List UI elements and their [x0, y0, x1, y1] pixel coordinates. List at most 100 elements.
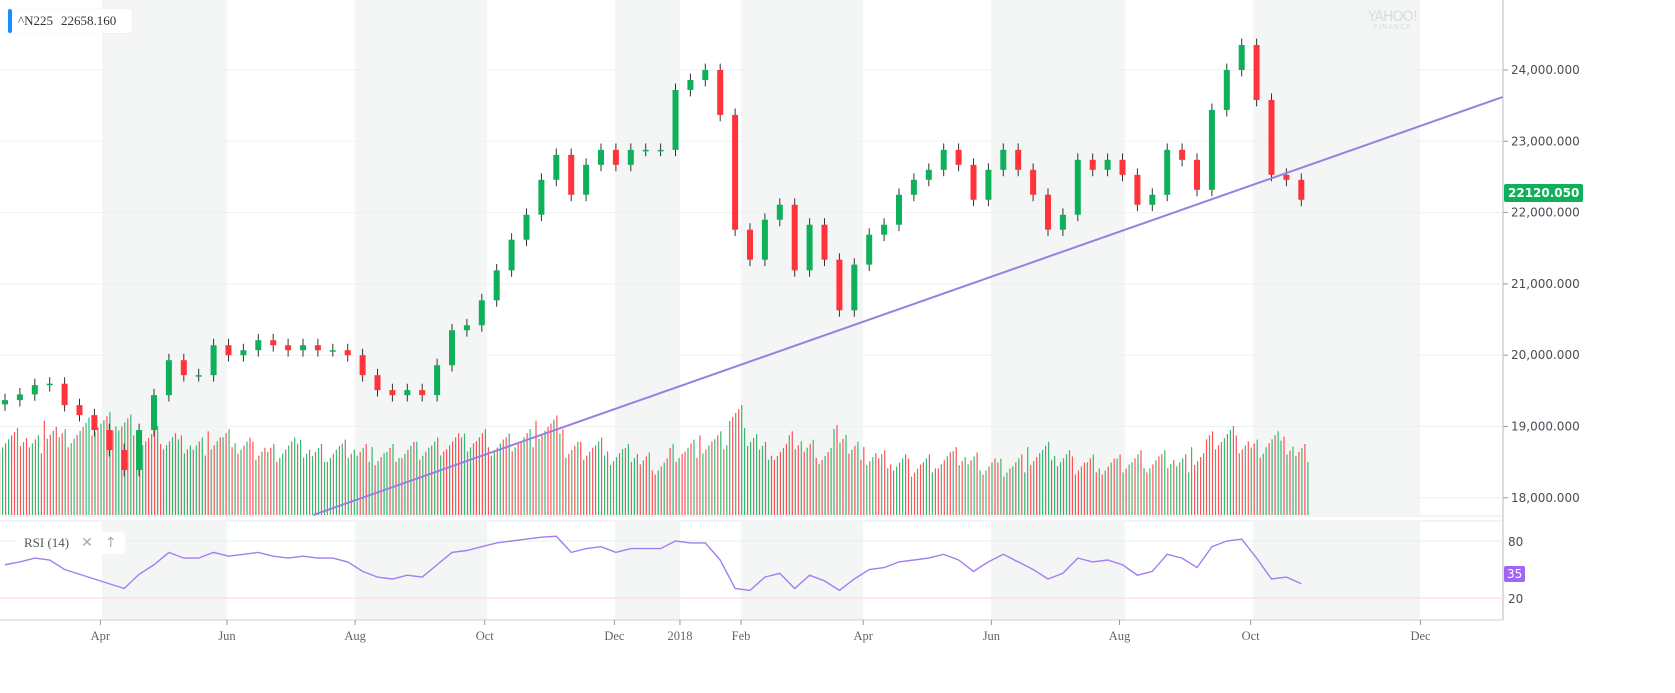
candle-body	[1208, 109, 1215, 190]
volume-bar	[243, 445, 245, 515]
volume-bar	[699, 435, 701, 515]
volume-bar	[43, 420, 45, 515]
candle-body	[1134, 174, 1141, 205]
candle-body	[61, 383, 68, 406]
volume-bar	[907, 458, 910, 515]
volume-bar	[1125, 468, 1127, 515]
volume-bar	[1095, 472, 1097, 515]
volume-bar	[350, 453, 352, 515]
volume-bar	[690, 443, 692, 515]
volume-bar	[1134, 458, 1136, 515]
volume-bar	[928, 454, 930, 515]
arrow-up-icon[interactable]: ↑	[104, 535, 117, 551]
candle-body	[1045, 194, 1051, 230]
volume-bar	[544, 430, 546, 515]
volume-bar	[5, 443, 7, 515]
volume-bar	[818, 463, 820, 515]
volume-bar	[1083, 462, 1085, 515]
volume-bar	[85, 422, 87, 515]
candle-body	[344, 350, 351, 356]
volume-bar	[371, 447, 373, 515]
volume-bar	[31, 443, 33, 515]
volume-bar	[106, 416, 108, 515]
x-tick-label: Aug	[344, 629, 366, 643]
volume-bar	[374, 465, 376, 515]
candle-body	[1030, 169, 1037, 195]
volume-bar	[735, 413, 737, 515]
candle-body	[627, 149, 634, 165]
volume-bar	[234, 443, 236, 515]
volume-bar	[985, 470, 987, 515]
candle-body	[925, 169, 932, 180]
volume-bar	[592, 447, 594, 515]
candle-body	[1194, 159, 1200, 190]
volume-bar	[1205, 439, 1208, 515]
volume-bar	[121, 426, 123, 515]
volume-bar	[335, 449, 337, 515]
y-tick-label: 18,000.000	[1511, 491, 1580, 505]
volume-bar	[1292, 446, 1294, 515]
volume-bar	[884, 450, 886, 515]
candle-body	[493, 270, 500, 301]
volume-bar	[1009, 468, 1011, 515]
candle-body	[851, 264, 858, 311]
candle-body	[896, 194, 902, 225]
volume-bar	[1107, 466, 1109, 515]
volume-bar	[854, 445, 856, 515]
volume-bar	[291, 441, 293, 515]
volume-bar	[425, 451, 427, 515]
volume-bar	[392, 443, 394, 515]
volume-bar	[571, 449, 573, 515]
candle-body	[955, 149, 962, 165]
volume-bar	[988, 466, 990, 515]
volume-bar	[976, 452, 978, 515]
volume-bar	[13, 432, 16, 515]
volume-bar	[460, 437, 463, 515]
volume-bar	[627, 443, 629, 515]
volume-bar	[1155, 460, 1157, 515]
volume-bar	[386, 451, 388, 515]
candle-body	[359, 355, 366, 376]
volume-bar	[693, 439, 695, 515]
volume-bar	[362, 447, 364, 515]
volume-bar	[648, 452, 650, 515]
volume-bar	[389, 447, 391, 515]
candle-body	[612, 149, 619, 165]
volume-bar	[22, 442, 25, 515]
volume-bar	[520, 441, 522, 515]
volume-bar	[377, 461, 379, 515]
volume-bar	[1211, 431, 1214, 515]
volume-bar	[961, 461, 963, 515]
volume-bar	[753, 438, 755, 515]
volume-bar	[568, 453, 570, 515]
volume-bar	[1012, 466, 1014, 515]
volume-bar	[1143, 468, 1145, 515]
volume-bar	[893, 470, 895, 515]
volume-bar	[732, 417, 734, 515]
volume-bar	[475, 441, 477, 515]
candle-body	[255, 340, 262, 351]
volume-bar	[1113, 458, 1115, 515]
candle-body	[508, 239, 515, 271]
volume-bar	[1173, 460, 1175, 515]
volume-bar	[1191, 447, 1193, 515]
volume-bar	[240, 449, 242, 515]
volume-bar	[842, 438, 844, 515]
candle-body	[478, 300, 485, 326]
volume-bar	[687, 447, 689, 515]
volume-bar	[1208, 435, 1211, 515]
volume-bar	[952, 451, 954, 515]
volume-bar	[1203, 453, 1205, 515]
volume-bar	[899, 462, 901, 515]
volume-bar	[109, 412, 111, 515]
volume-bar	[830, 447, 832, 515]
candle-body	[568, 154, 575, 195]
rsi-level-label: 20	[1508, 592, 1523, 606]
volume-bar	[1027, 447, 1029, 515]
volume-bar	[696, 457, 698, 515]
volume-bar	[1170, 464, 1172, 515]
volume-bar	[738, 409, 740, 515]
volume-bar	[1167, 468, 1169, 515]
close-icon[interactable]: ✕	[81, 535, 93, 551]
